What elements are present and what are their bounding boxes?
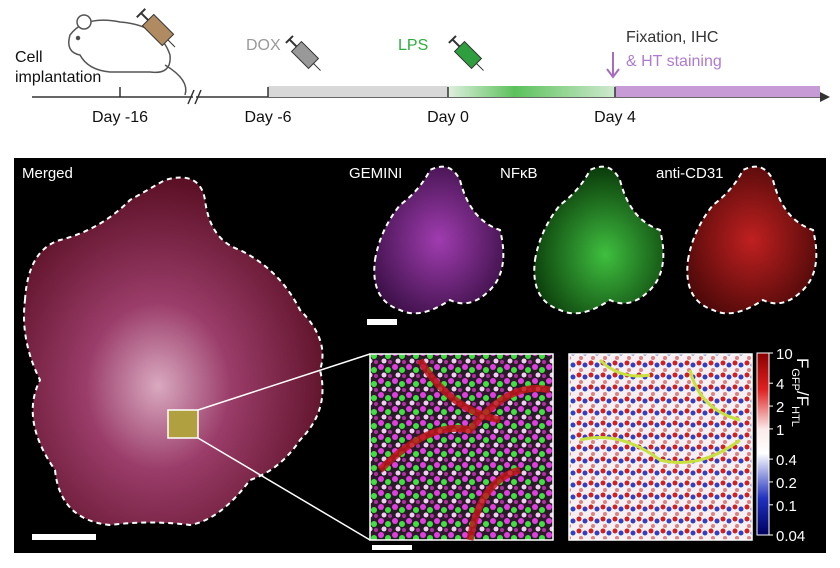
colorbar-tick-label: 1 — [776, 422, 784, 439]
timeline: Cell implantation Day -16 Day -6 Day 0 D… — [15, 8, 830, 126]
fixation-label: Fixation, IHC — [626, 29, 718, 46]
day-label: Day 0 — [427, 109, 469, 126]
title-part: GFP — [789, 368, 801, 391]
scale-bar — [372, 545, 412, 550]
fixation-label: & HT staining — [626, 53, 722, 70]
merged-tissue — [23, 176, 324, 527]
fixation-arrow — [606, 52, 620, 79]
dox-bar — [268, 86, 448, 97]
day-label: Day -6 — [244, 109, 291, 126]
nfkb-tissue — [533, 165, 665, 315]
break-mark — [187, 89, 202, 105]
syringe — [136, 8, 176, 48]
panel-label: anti-CD31 — [656, 165, 724, 182]
mouse-icon — [68, 14, 187, 96]
lps-label: LPS — [398, 37, 428, 54]
scale-bar — [367, 319, 397, 325]
title-part: F — [793, 358, 812, 368]
arrowhead — [820, 92, 830, 102]
syringe — [448, 35, 484, 71]
colorbar-tick-label: 0.4 — [776, 452, 797, 469]
roi-box — [167, 409, 199, 439]
day-ticks — [119, 87, 616, 97]
colorbar — [756, 352, 770, 536]
inset-merged — [369, 353, 554, 541]
colorbar-title: FGFP/FHTL — [789, 358, 812, 427]
scale-bar — [32, 534, 96, 540]
day-label: Day -16 — [92, 109, 148, 126]
gemini-tissue — [373, 165, 505, 315]
panel-label: Merged — [22, 165, 73, 182]
syringe — [285, 35, 321, 71]
colorbar-tick-label: 0.1 — [776, 498, 797, 515]
colorbar-tick-label: 0.04 — [776, 528, 805, 545]
colorbar-tick-label: 0.2 — [776, 475, 797, 492]
label: implantation — [15, 69, 101, 86]
colorbar-tick-label: 10 — [776, 346, 793, 363]
day-label: Day 4 — [594, 109, 636, 126]
dox-label: DOX — [246, 37, 281, 54]
staining-bar — [615, 86, 820, 97]
inset-ratio — [568, 353, 753, 541]
colorbar-tick-label: 2 — [776, 399, 784, 416]
cd31-tissue — [686, 165, 818, 315]
title-part: /F — [793, 391, 812, 406]
title-part: HTL — [789, 406, 801, 427]
colorbar-tick-label: 4 — [776, 376, 784, 393]
label: Cell — [15, 49, 43, 66]
panel-label: GEMINI — [349, 165, 402, 182]
panel-label: NFκB — [500, 165, 538, 182]
lps-bar — [448, 86, 615, 97]
